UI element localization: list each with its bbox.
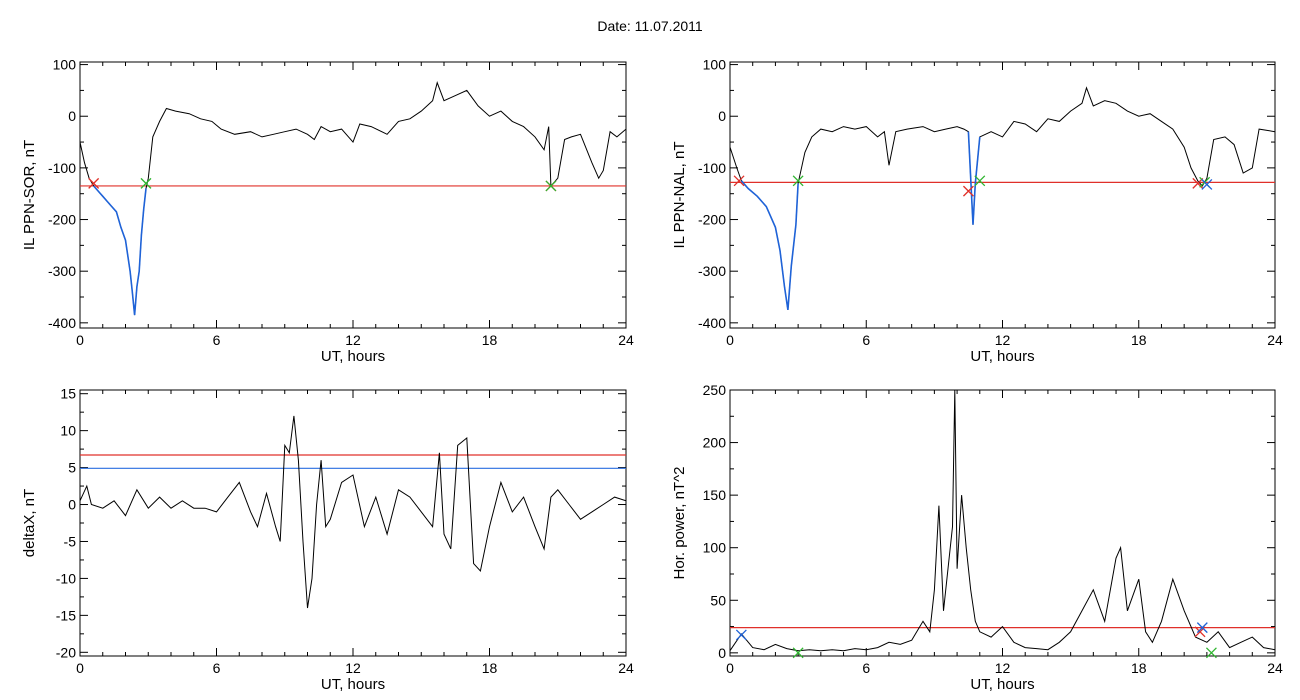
y-tick-label: -400 xyxy=(48,315,76,331)
event-marker xyxy=(962,185,974,197)
event-marker xyxy=(88,177,100,189)
x-tick-label: 0 xyxy=(76,660,84,676)
y-tick-label: -300 xyxy=(698,263,726,279)
event-marker xyxy=(792,175,804,187)
x-tick-label: 12 xyxy=(995,332,1011,348)
marker-stroke xyxy=(735,629,747,641)
plot-frame xyxy=(729,389,1276,657)
y-tick-label: 100 xyxy=(53,57,77,73)
y-tick-label: -10 xyxy=(56,570,76,586)
y-tick-label: 50 xyxy=(710,592,726,608)
event-marker xyxy=(1201,178,1213,190)
x-tick-label: 0 xyxy=(76,332,84,348)
x-tick-label: 0 xyxy=(726,332,734,348)
highlight-segment xyxy=(93,185,147,316)
plot-frame xyxy=(729,61,1276,329)
y-tick-label: 150 xyxy=(703,487,727,503)
y-tick-label: 10 xyxy=(60,423,76,439)
y-tick-label: -20 xyxy=(56,644,76,660)
plot-frame xyxy=(79,61,627,329)
marker-stroke xyxy=(974,175,986,187)
x-axis-label: UT, hours xyxy=(321,348,385,365)
x-tick-label: 0 xyxy=(726,660,734,676)
highlight-segment xyxy=(967,131,981,225)
y-axis-label: Hor. power, nT^2 xyxy=(671,467,688,580)
marker-stroke xyxy=(962,185,974,197)
y-tick-label: -200 xyxy=(698,212,726,228)
marker-stroke xyxy=(1196,622,1208,634)
figure-title: Date: 11.07.2011 xyxy=(597,18,703,34)
event-marker xyxy=(974,175,986,187)
marker-stroke xyxy=(140,177,152,189)
series-line xyxy=(730,86,1275,310)
series-line xyxy=(80,81,626,316)
x-tick-label: 6 xyxy=(862,332,870,348)
marker-stroke xyxy=(88,177,100,189)
y-axis-label: deltaX, nT xyxy=(21,489,38,557)
marker-stroke xyxy=(1205,647,1217,659)
x-tick-label: 24 xyxy=(1267,660,1283,676)
x-tick-label: 6 xyxy=(213,332,221,348)
x-axis-label: UT, hours xyxy=(321,676,385,693)
y-tick-label: 250 xyxy=(703,382,727,398)
y-tick-label: 0 xyxy=(68,108,76,124)
plot-frame xyxy=(79,389,627,657)
y-tick-label: -200 xyxy=(48,212,76,228)
y-tick-label: 15 xyxy=(60,386,76,402)
event-marker xyxy=(733,175,745,187)
panel-deltax: 0 6 12 18 24 -20 -15 -10 -5 0 5 10 15 UT, hours deltaX… xyxy=(21,386,634,693)
y-tick-label: 0 xyxy=(68,497,76,513)
x-axis-label: UT, hours xyxy=(970,676,1034,693)
x-tick-label: 24 xyxy=(618,332,634,348)
x-tick-label: 18 xyxy=(482,660,498,676)
y-tick-label: -15 xyxy=(56,607,76,623)
y-tick-label: 5 xyxy=(68,460,76,476)
x-tick-label: 12 xyxy=(345,660,361,676)
x-tick-label: 24 xyxy=(618,660,634,676)
event-marker xyxy=(545,180,557,192)
x-tick-label: 12 xyxy=(345,332,361,348)
y-tick-label: 200 xyxy=(703,435,727,451)
highlight-segment xyxy=(740,180,799,311)
event-marker xyxy=(1196,622,1208,634)
marker-stroke xyxy=(1201,178,1213,190)
marker-stroke xyxy=(1192,177,1204,189)
series-line xyxy=(80,415,626,609)
y-tick-label: -100 xyxy=(698,160,726,176)
marker-stroke xyxy=(545,180,557,192)
x-tick-label: 6 xyxy=(862,660,870,676)
panel-il-ppn-sor: 0 6 12 18 24 -400 -300 -200 -100 0 100 UT, hours IL … xyxy=(21,57,634,365)
y-tick-label: -300 xyxy=(48,263,76,279)
x-tick-label: 18 xyxy=(1131,660,1147,676)
y-tick-label: 100 xyxy=(703,540,727,556)
series-line xyxy=(730,390,1275,652)
panel-hor-power: 0 6 12 18 24 0 50 100 150 200 250 UT, hours Hor. pow… xyxy=(671,382,1283,693)
y-tick-label: -400 xyxy=(698,315,726,331)
y-tick-label: 0 xyxy=(718,645,726,661)
y-tick-label: -5 xyxy=(64,533,77,549)
event-marker xyxy=(1205,647,1217,659)
y-tick-label: 100 xyxy=(703,57,727,73)
y-tick-label: 0 xyxy=(718,108,726,124)
marker-stroke xyxy=(792,647,804,659)
x-tick-label: 18 xyxy=(482,332,498,348)
x-tick-label: 12 xyxy=(995,660,1011,676)
panel-il-ppn-nal: 0 6 12 18 24 -400 -300 -200 -100 0 100 UT, hours IL … xyxy=(671,57,1283,365)
x-tick-label: 24 xyxy=(1267,332,1283,348)
marker-stroke xyxy=(792,175,804,187)
event-marker xyxy=(735,629,747,641)
y-axis-label: IL PPN-NAL, nT xyxy=(671,142,688,249)
y-tick-label: -100 xyxy=(48,160,76,176)
x-tick-label: 6 xyxy=(213,660,221,676)
y-axis-label: IL PPN-SOR, nT xyxy=(21,140,38,250)
x-axis-label: UT, hours xyxy=(970,348,1034,365)
event-marker xyxy=(792,647,804,659)
event-marker xyxy=(140,177,152,189)
x-tick-label: 18 xyxy=(1131,332,1147,348)
marker-stroke xyxy=(733,175,745,187)
